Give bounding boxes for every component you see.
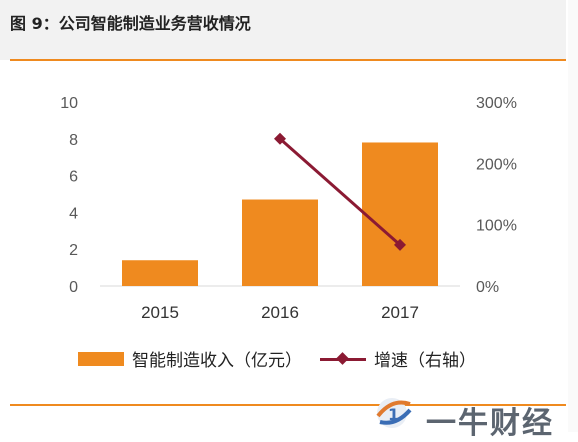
chart-svg: 0 2 4 6 8 10 0% 100% 200% 300% 2015 2016 2017 bbox=[60, 95, 517, 322]
left-tick-label: 8 bbox=[69, 132, 78, 149]
svg-text:1: 1 bbox=[388, 405, 399, 424]
bar-series bbox=[122, 142, 438, 286]
legend: 智能制造收入（亿元） 增速（右轴） bbox=[78, 346, 476, 371]
top-rule bbox=[10, 59, 566, 61]
page-edge bbox=[568, 0, 578, 432]
growth-line bbox=[279, 137, 401, 247]
left-tick-label: 4 bbox=[69, 205, 78, 222]
right-tick-label: 100% bbox=[476, 218, 517, 235]
x-tick-label: 2016 bbox=[261, 303, 299, 322]
bar-2015 bbox=[122, 260, 198, 286]
right-tick-label: 200% bbox=[476, 156, 517, 173]
right-tick-label: 300% bbox=[476, 95, 517, 112]
legend-item-bar: 智能制造收入（亿元） bbox=[78, 346, 302, 371]
watermark-logo-icon: 1 bbox=[376, 398, 412, 428]
line-series bbox=[274, 132, 406, 251]
left-tick-label: 0 bbox=[69, 279, 78, 296]
right-axis: 0% 100% 200% 300% bbox=[476, 95, 517, 296]
growth-point-2016 bbox=[274, 132, 286, 145]
bar-2016 bbox=[242, 199, 318, 286]
left-tick-label: 2 bbox=[69, 242, 78, 259]
watermark: 1 一牛财经 bbox=[366, 392, 566, 441]
bar-2017 bbox=[362, 142, 438, 286]
right-tick-label: 0% bbox=[476, 279, 499, 296]
growth-point-2017 bbox=[394, 238, 406, 251]
left-tick-label: 10 bbox=[60, 95, 78, 112]
watermark-text: 一牛财经 bbox=[426, 406, 554, 441]
left-axis: 0 2 4 6 8 10 bbox=[60, 95, 78, 296]
legend-bar-swatch bbox=[78, 351, 124, 366]
legend-bar-label: 智能制造收入（亿元） bbox=[132, 351, 302, 371]
x-tick-label: 2017 bbox=[381, 303, 419, 322]
title-bar: 图 9：公司智能制造业务营收情况 bbox=[0, 0, 566, 60]
left-tick-label: 6 bbox=[69, 169, 78, 186]
bottom-rule bbox=[10, 404, 566, 406]
chart-title: 图 9：公司智能制造业务营收情况 bbox=[10, 14, 251, 33]
legend-item-line: 增速（右轴） bbox=[320, 346, 476, 371]
chart-area: 0 2 4 6 8 10 0% 100% 200% 300% 2015 2016 2017 bbox=[0, 62, 566, 402]
x-tick-label: 2015 bbox=[141, 303, 179, 322]
x-axis-labels: 2015 2016 2017 bbox=[141, 303, 419, 322]
legend-line-label: 增速（右轴） bbox=[374, 351, 476, 371]
legend-line-swatch bbox=[320, 352, 366, 366]
